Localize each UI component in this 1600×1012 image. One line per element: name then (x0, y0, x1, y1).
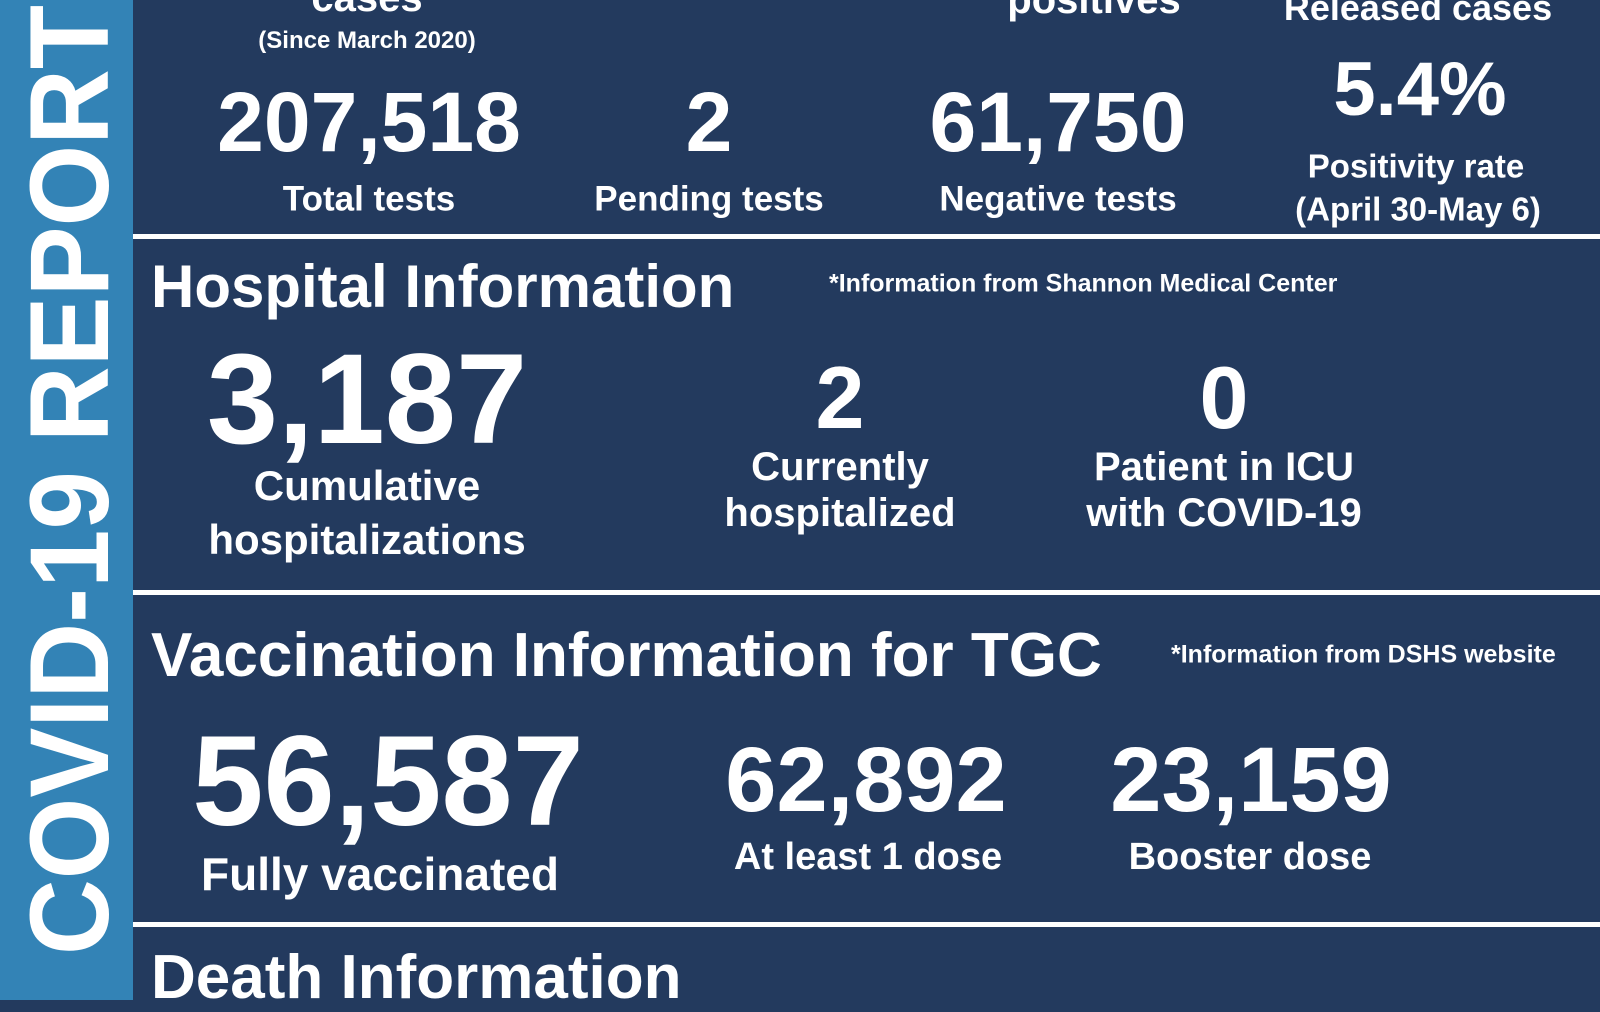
stat-period: (April 30-May 6) (1295, 190, 1541, 228)
stat-value: 2 (815, 348, 865, 447)
stat-label: Patient in ICU (1093, 445, 1355, 489)
stat-value: 5.4% (1333, 47, 1507, 132)
section-title: Vaccination Information for TGC (151, 621, 1102, 690)
cut-header: Released cases (1283, 0, 1553, 28)
stat-label: hospitalized (724, 491, 956, 535)
cut-header: positives (1007, 0, 1181, 22)
section-note: *Information from Shannon Medical Center (829, 269, 1338, 298)
section-note: *Information from DSHS website (1171, 640, 1556, 669)
stat-label: Fully vaccinated (201, 848, 559, 900)
stat-label: Total tests (282, 179, 456, 219)
section-title: Death Information (151, 943, 682, 1012)
stat-value: 61,750 (929, 75, 1187, 169)
stat-label: Currently (751, 445, 929, 489)
stat-label: hospitalizations (208, 516, 526, 563)
stat-value: 62,892 (725, 729, 1007, 831)
cut-header: cases (311, 0, 422, 18)
stat-value: 2 (685, 75, 733, 169)
divider (133, 234, 1600, 239)
stat-label: Booster dose (1128, 836, 1372, 878)
stat-label: Negative tests (939, 179, 1177, 219)
stat-value: 207,518 (217, 75, 521, 169)
stat-label: At least 1 dose (733, 836, 1003, 878)
section-title: Hospital Information (151, 253, 735, 320)
stat-label: with COVID-19 (1086, 491, 1362, 535)
stat-label: Positivity rate (1307, 147, 1525, 185)
stat-value: 0 (1199, 348, 1249, 447)
divider (133, 590, 1600, 595)
sidebar-title: COVID-19 REPORT (7, 5, 132, 955)
stat-label: Cumulative (253, 462, 481, 509)
stat-label: Pending tests (594, 179, 824, 219)
stat-value: 23,159 (1110, 729, 1392, 831)
stat-value: 3,187 (206, 328, 528, 471)
divider (133, 922, 1600, 927)
stat-value: 56,587 (192, 710, 584, 853)
sidebar-svg: COVID-19 REPORT (7, 5, 132, 955)
since-note: (Since March 2020) (258, 27, 476, 54)
sidebar: COVID-19 REPORT (0, 0, 133, 1000)
